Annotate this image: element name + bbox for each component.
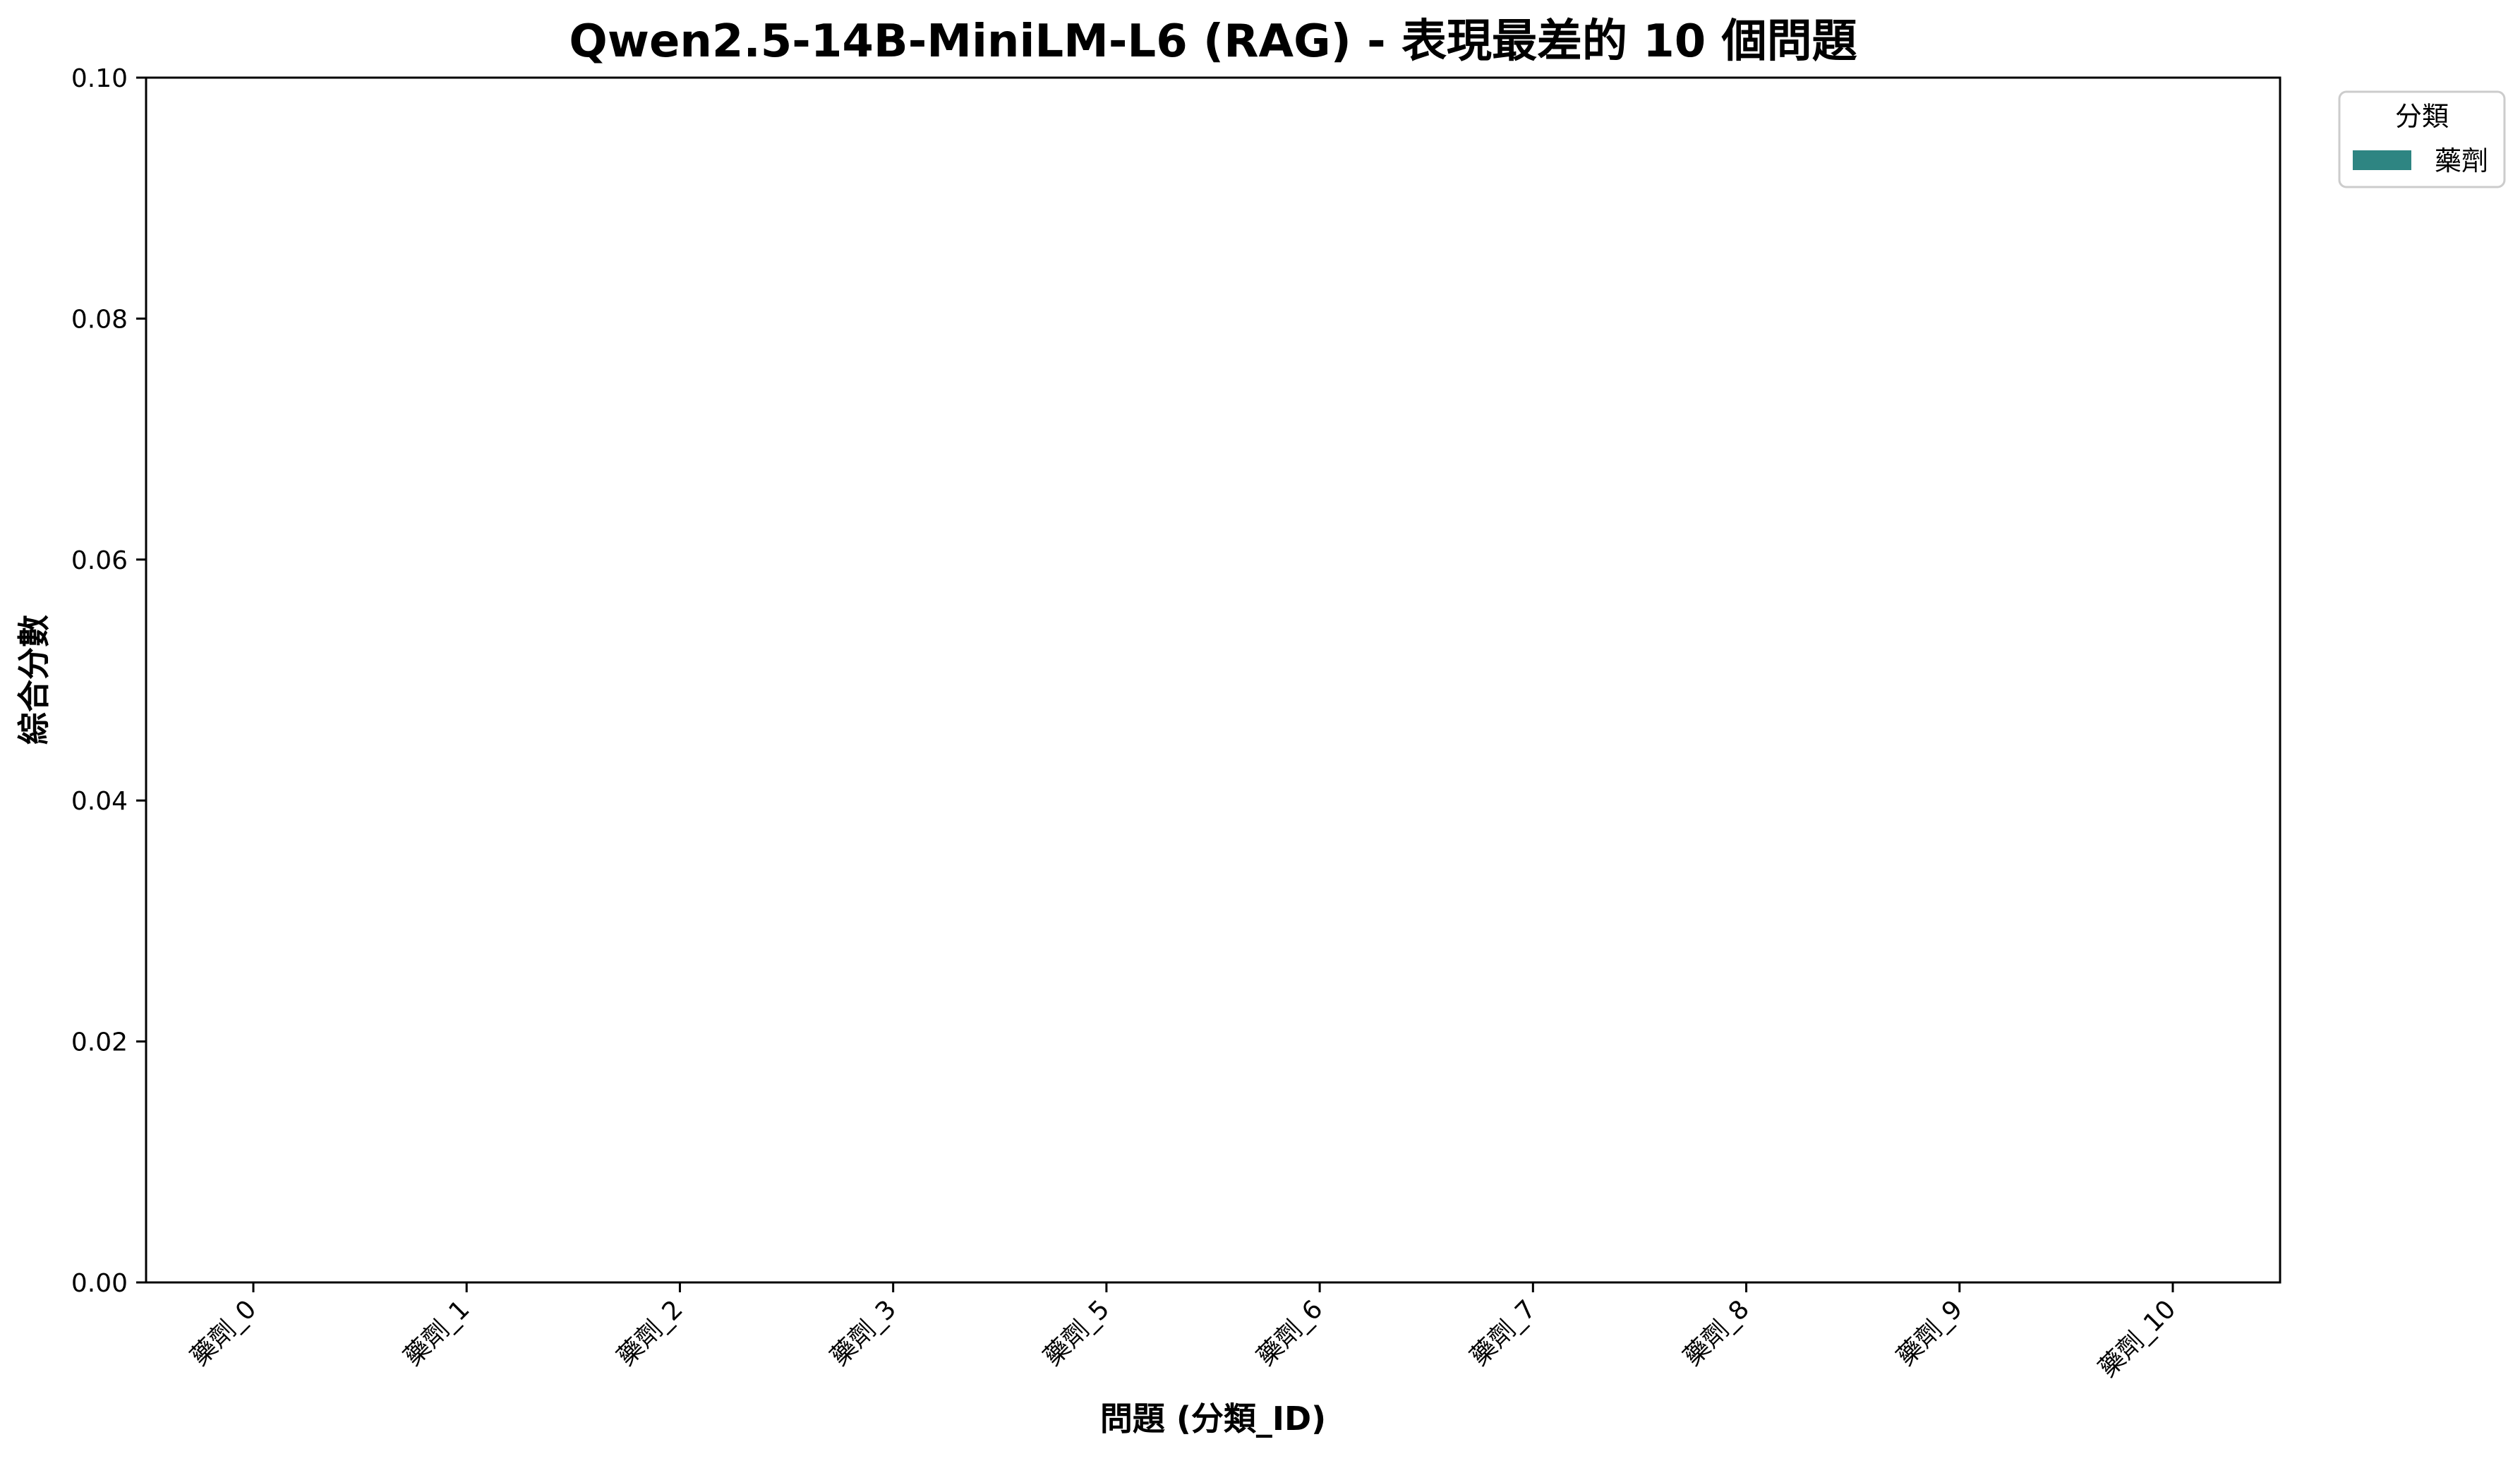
y-tick-label: 0.10 [71, 64, 128, 93]
y-tick-label: 0.02 [71, 1028, 128, 1057]
legend-label-series-0: 藥劑 [2435, 145, 2488, 176]
y-axis-ticks: 0.00 0.02 0.04 0.06 0.08 0.10 [71, 64, 146, 1298]
legend: 分類 藥劑 [2338, 90, 2506, 188]
y-axis-label: 綜合分數 [15, 615, 53, 745]
chart-title: Qwen2.5-14B-MiniLM-L6 (RAG) - 表現最差的 10 個… [569, 16, 1857, 68]
x-axis-label: 問題 (分類_ID) [1100, 1400, 1326, 1438]
legend-swatch-series-0 [2353, 150, 2411, 170]
plot-area-frame [145, 76, 2281, 1284]
y-tick-label: 0.08 [71, 305, 128, 334]
y-tick-label: 0.00 [71, 1269, 128, 1298]
legend-title: 分類 [2395, 101, 2449, 132]
y-tick-label: 0.04 [71, 787, 128, 816]
y-tick-label: 0.06 [71, 546, 128, 575]
